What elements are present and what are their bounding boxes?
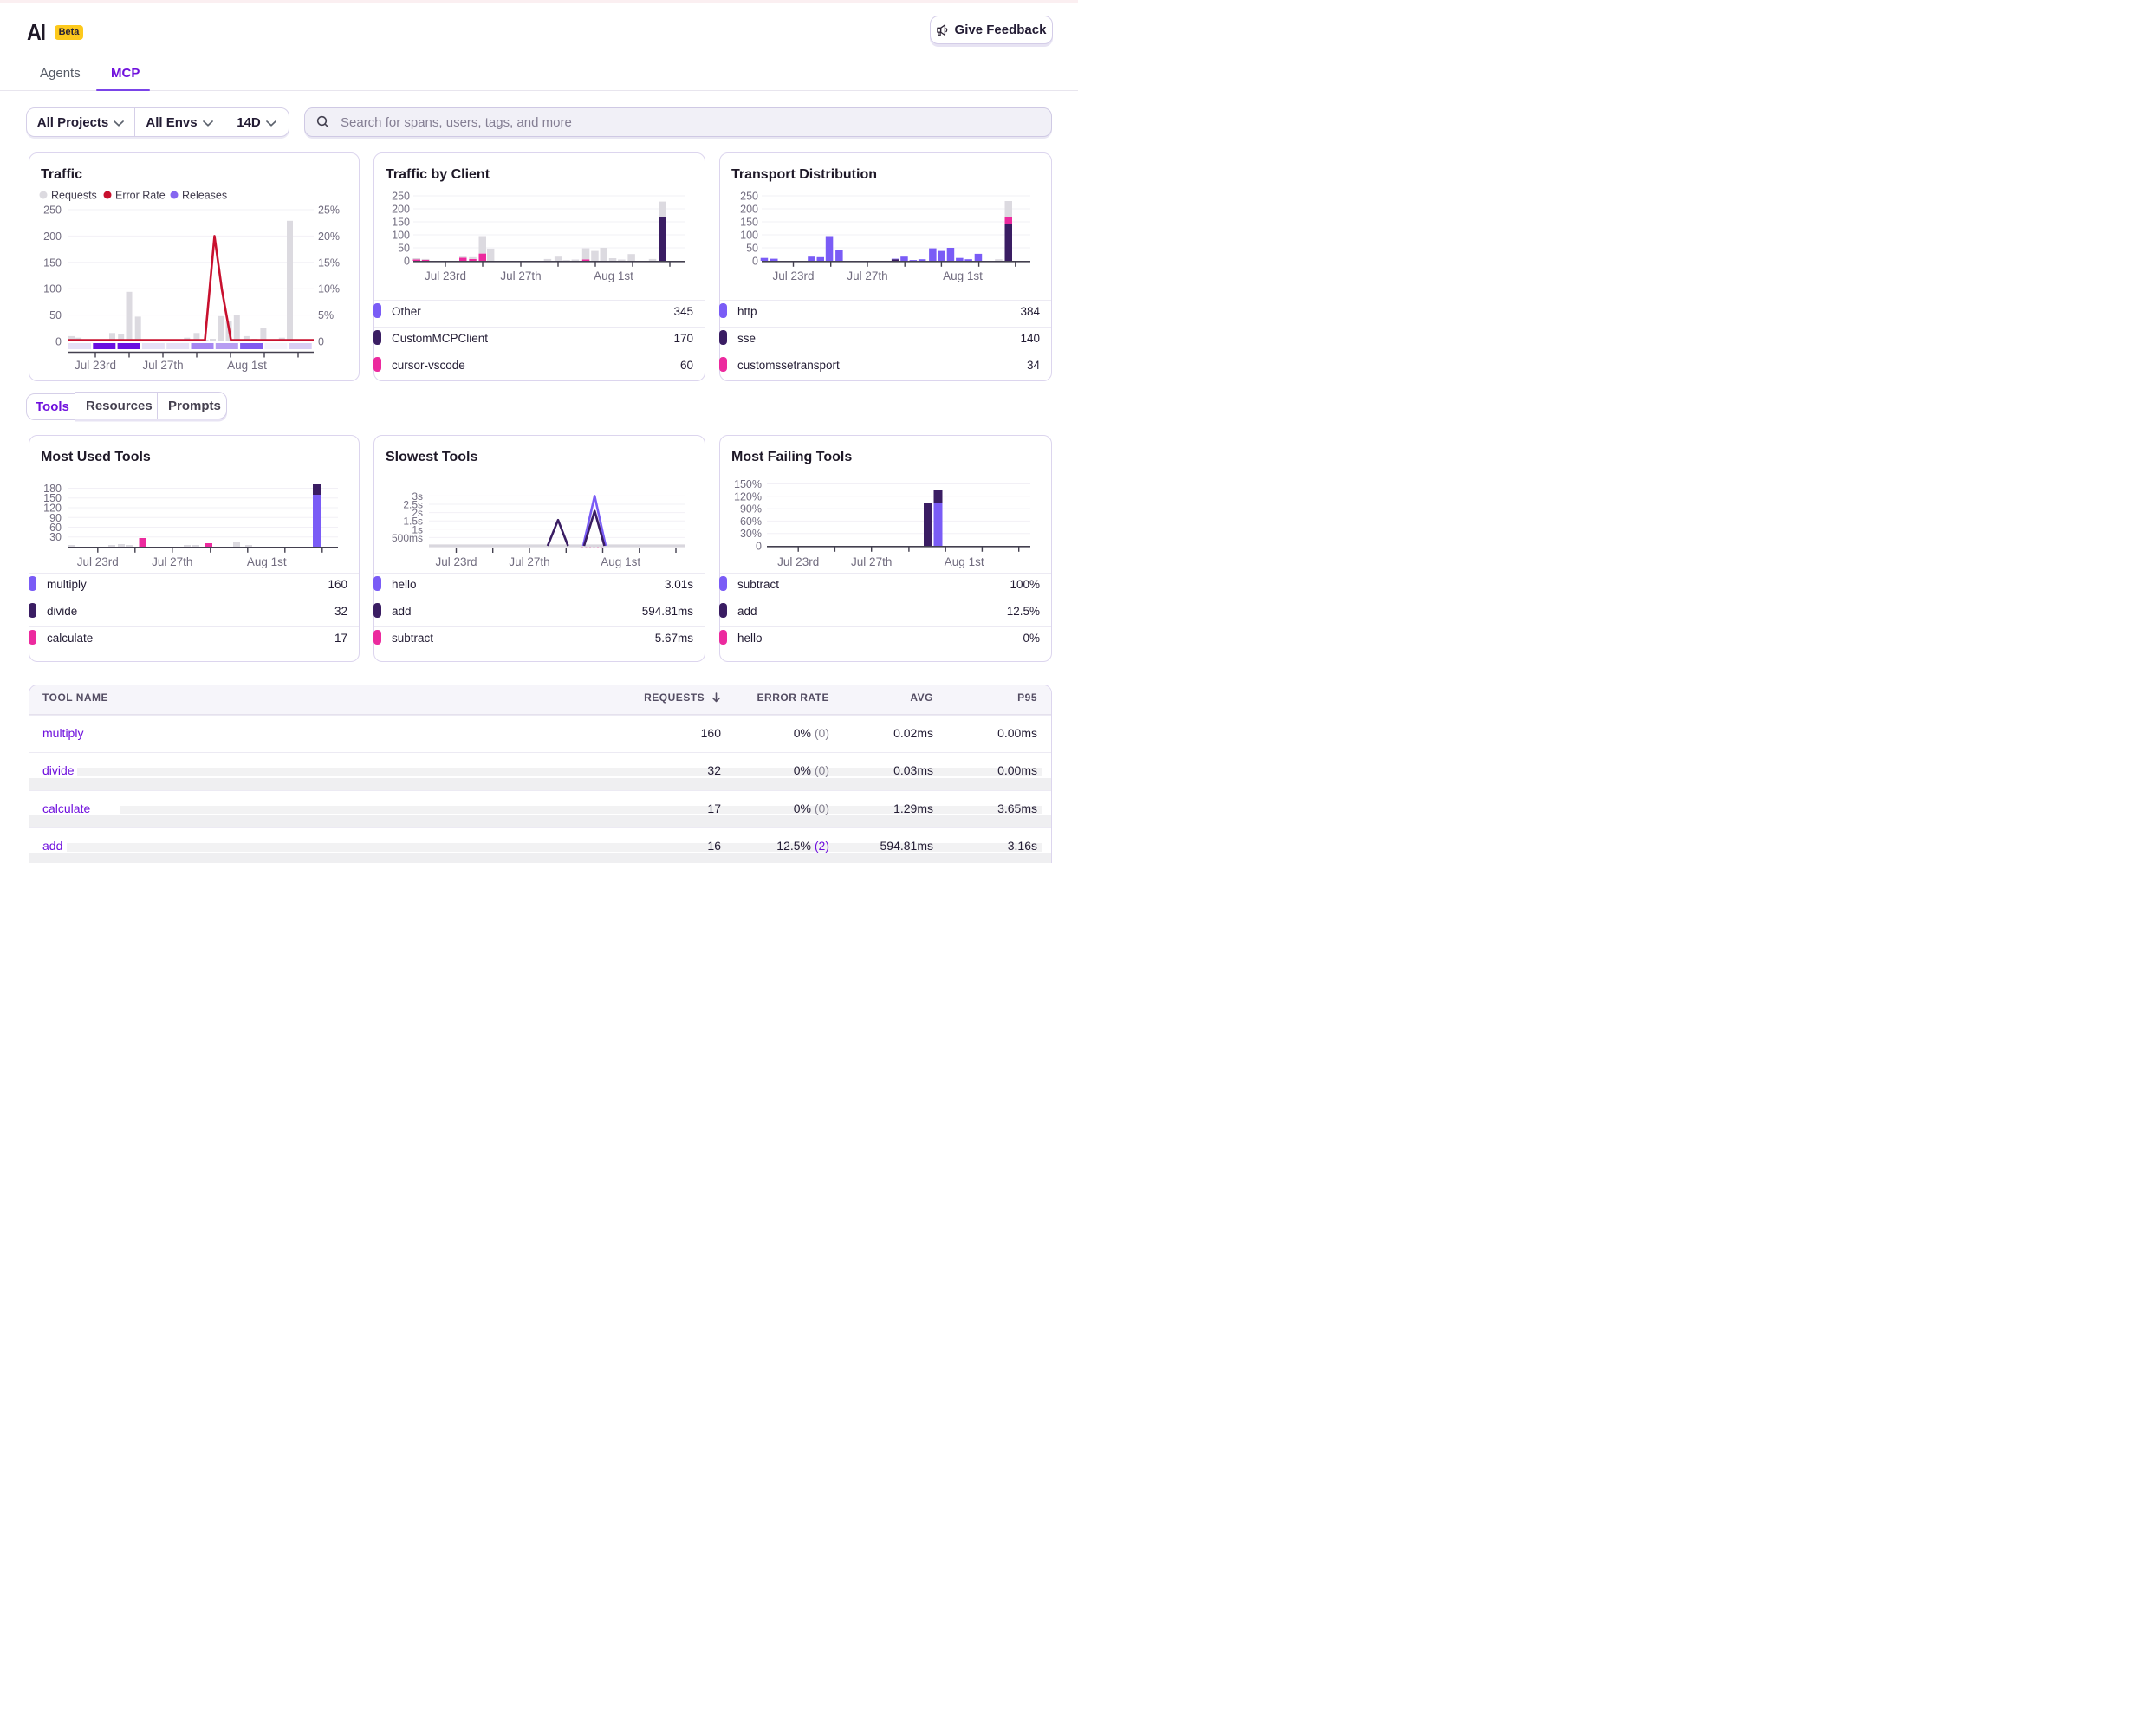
- svg-text:2s: 2s: [412, 507, 423, 519]
- svg-text:Jul 23rd: Jul 23rd: [77, 555, 119, 568]
- svg-text:20%: 20%: [318, 230, 340, 243]
- svg-text:30%: 30%: [740, 528, 762, 540]
- svg-text:Jul 27th: Jul 27th: [142, 359, 183, 372]
- svg-text:Aug 1st: Aug 1st: [247, 555, 287, 568]
- svg-text:150: 150: [43, 256, 62, 269]
- svg-text:200: 200: [740, 204, 758, 216]
- svg-text:Jul 23rd: Jul 23rd: [435, 555, 477, 568]
- svg-text:250: 250: [392, 191, 410, 203]
- svg-text:250: 250: [740, 191, 758, 203]
- svg-text:Jul 23rd: Jul 23rd: [772, 269, 814, 282]
- svg-text:Jul 23rd: Jul 23rd: [425, 269, 466, 282]
- svg-text:Jul 27th: Jul 27th: [851, 555, 892, 568]
- svg-text:50: 50: [49, 309, 62, 321]
- svg-text:60%: 60%: [740, 516, 762, 528]
- svg-text:200: 200: [392, 204, 410, 216]
- svg-text:Aug 1st: Aug 1st: [945, 555, 984, 568]
- svg-text:Error Rate: Error Rate: [115, 190, 166, 202]
- svg-text:Aug 1st: Aug 1st: [943, 269, 983, 282]
- svg-text:1s: 1s: [412, 523, 423, 535]
- svg-text:Releases: Releases: [182, 190, 227, 202]
- svg-text:Requests: Requests: [51, 190, 97, 202]
- svg-text:0: 0: [756, 541, 762, 553]
- svg-text:150%: 150%: [734, 478, 762, 490]
- svg-text:Jul 27th: Jul 27th: [847, 269, 887, 282]
- svg-text:5%: 5%: [318, 309, 334, 321]
- svg-text:50: 50: [746, 243, 758, 255]
- svg-text:100: 100: [740, 230, 758, 242]
- svg-text:0: 0: [404, 256, 410, 268]
- svg-text:60: 60: [49, 522, 62, 534]
- svg-text:Aug 1st: Aug 1st: [601, 555, 640, 568]
- svg-text:200: 200: [43, 230, 62, 243]
- svg-text:150: 150: [740, 217, 758, 229]
- svg-text:30: 30: [49, 531, 62, 543]
- svg-text:0: 0: [752, 256, 758, 268]
- svg-text:120%: 120%: [734, 490, 762, 503]
- svg-text:120: 120: [43, 503, 62, 515]
- svg-text:15%: 15%: [318, 256, 340, 269]
- svg-text:100: 100: [43, 283, 62, 295]
- svg-text:25%: 25%: [318, 204, 340, 217]
- svg-text:Jul 27th: Jul 27th: [500, 269, 541, 282]
- svg-text:50: 50: [398, 243, 410, 255]
- svg-text:180: 180: [43, 483, 62, 495]
- svg-text:250: 250: [43, 204, 62, 217]
- svg-text:Aug 1st: Aug 1st: [227, 359, 267, 372]
- svg-text:100: 100: [392, 230, 410, 242]
- svg-text:0: 0: [55, 336, 62, 348]
- svg-text:Aug 1st: Aug 1st: [594, 269, 633, 282]
- svg-text:Jul 27th: Jul 27th: [152, 555, 192, 568]
- svg-text:2.5s: 2.5s: [403, 499, 423, 511]
- svg-text:90%: 90%: [740, 503, 762, 516]
- svg-text:Jul 27th: Jul 27th: [509, 555, 549, 568]
- svg-text:3s: 3s: [412, 490, 423, 503]
- svg-text:150: 150: [43, 492, 62, 504]
- svg-text:0: 0: [318, 336, 324, 348]
- svg-text:Jul 23rd: Jul 23rd: [75, 359, 116, 372]
- svg-text:500ms: 500ms: [392, 532, 423, 544]
- svg-text:10%: 10%: [318, 283, 340, 295]
- svg-text:90: 90: [49, 512, 62, 524]
- svg-text:150: 150: [392, 217, 410, 229]
- svg-text:1.5s: 1.5s: [403, 516, 423, 528]
- svg-text:Jul 23rd: Jul 23rd: [777, 555, 819, 568]
